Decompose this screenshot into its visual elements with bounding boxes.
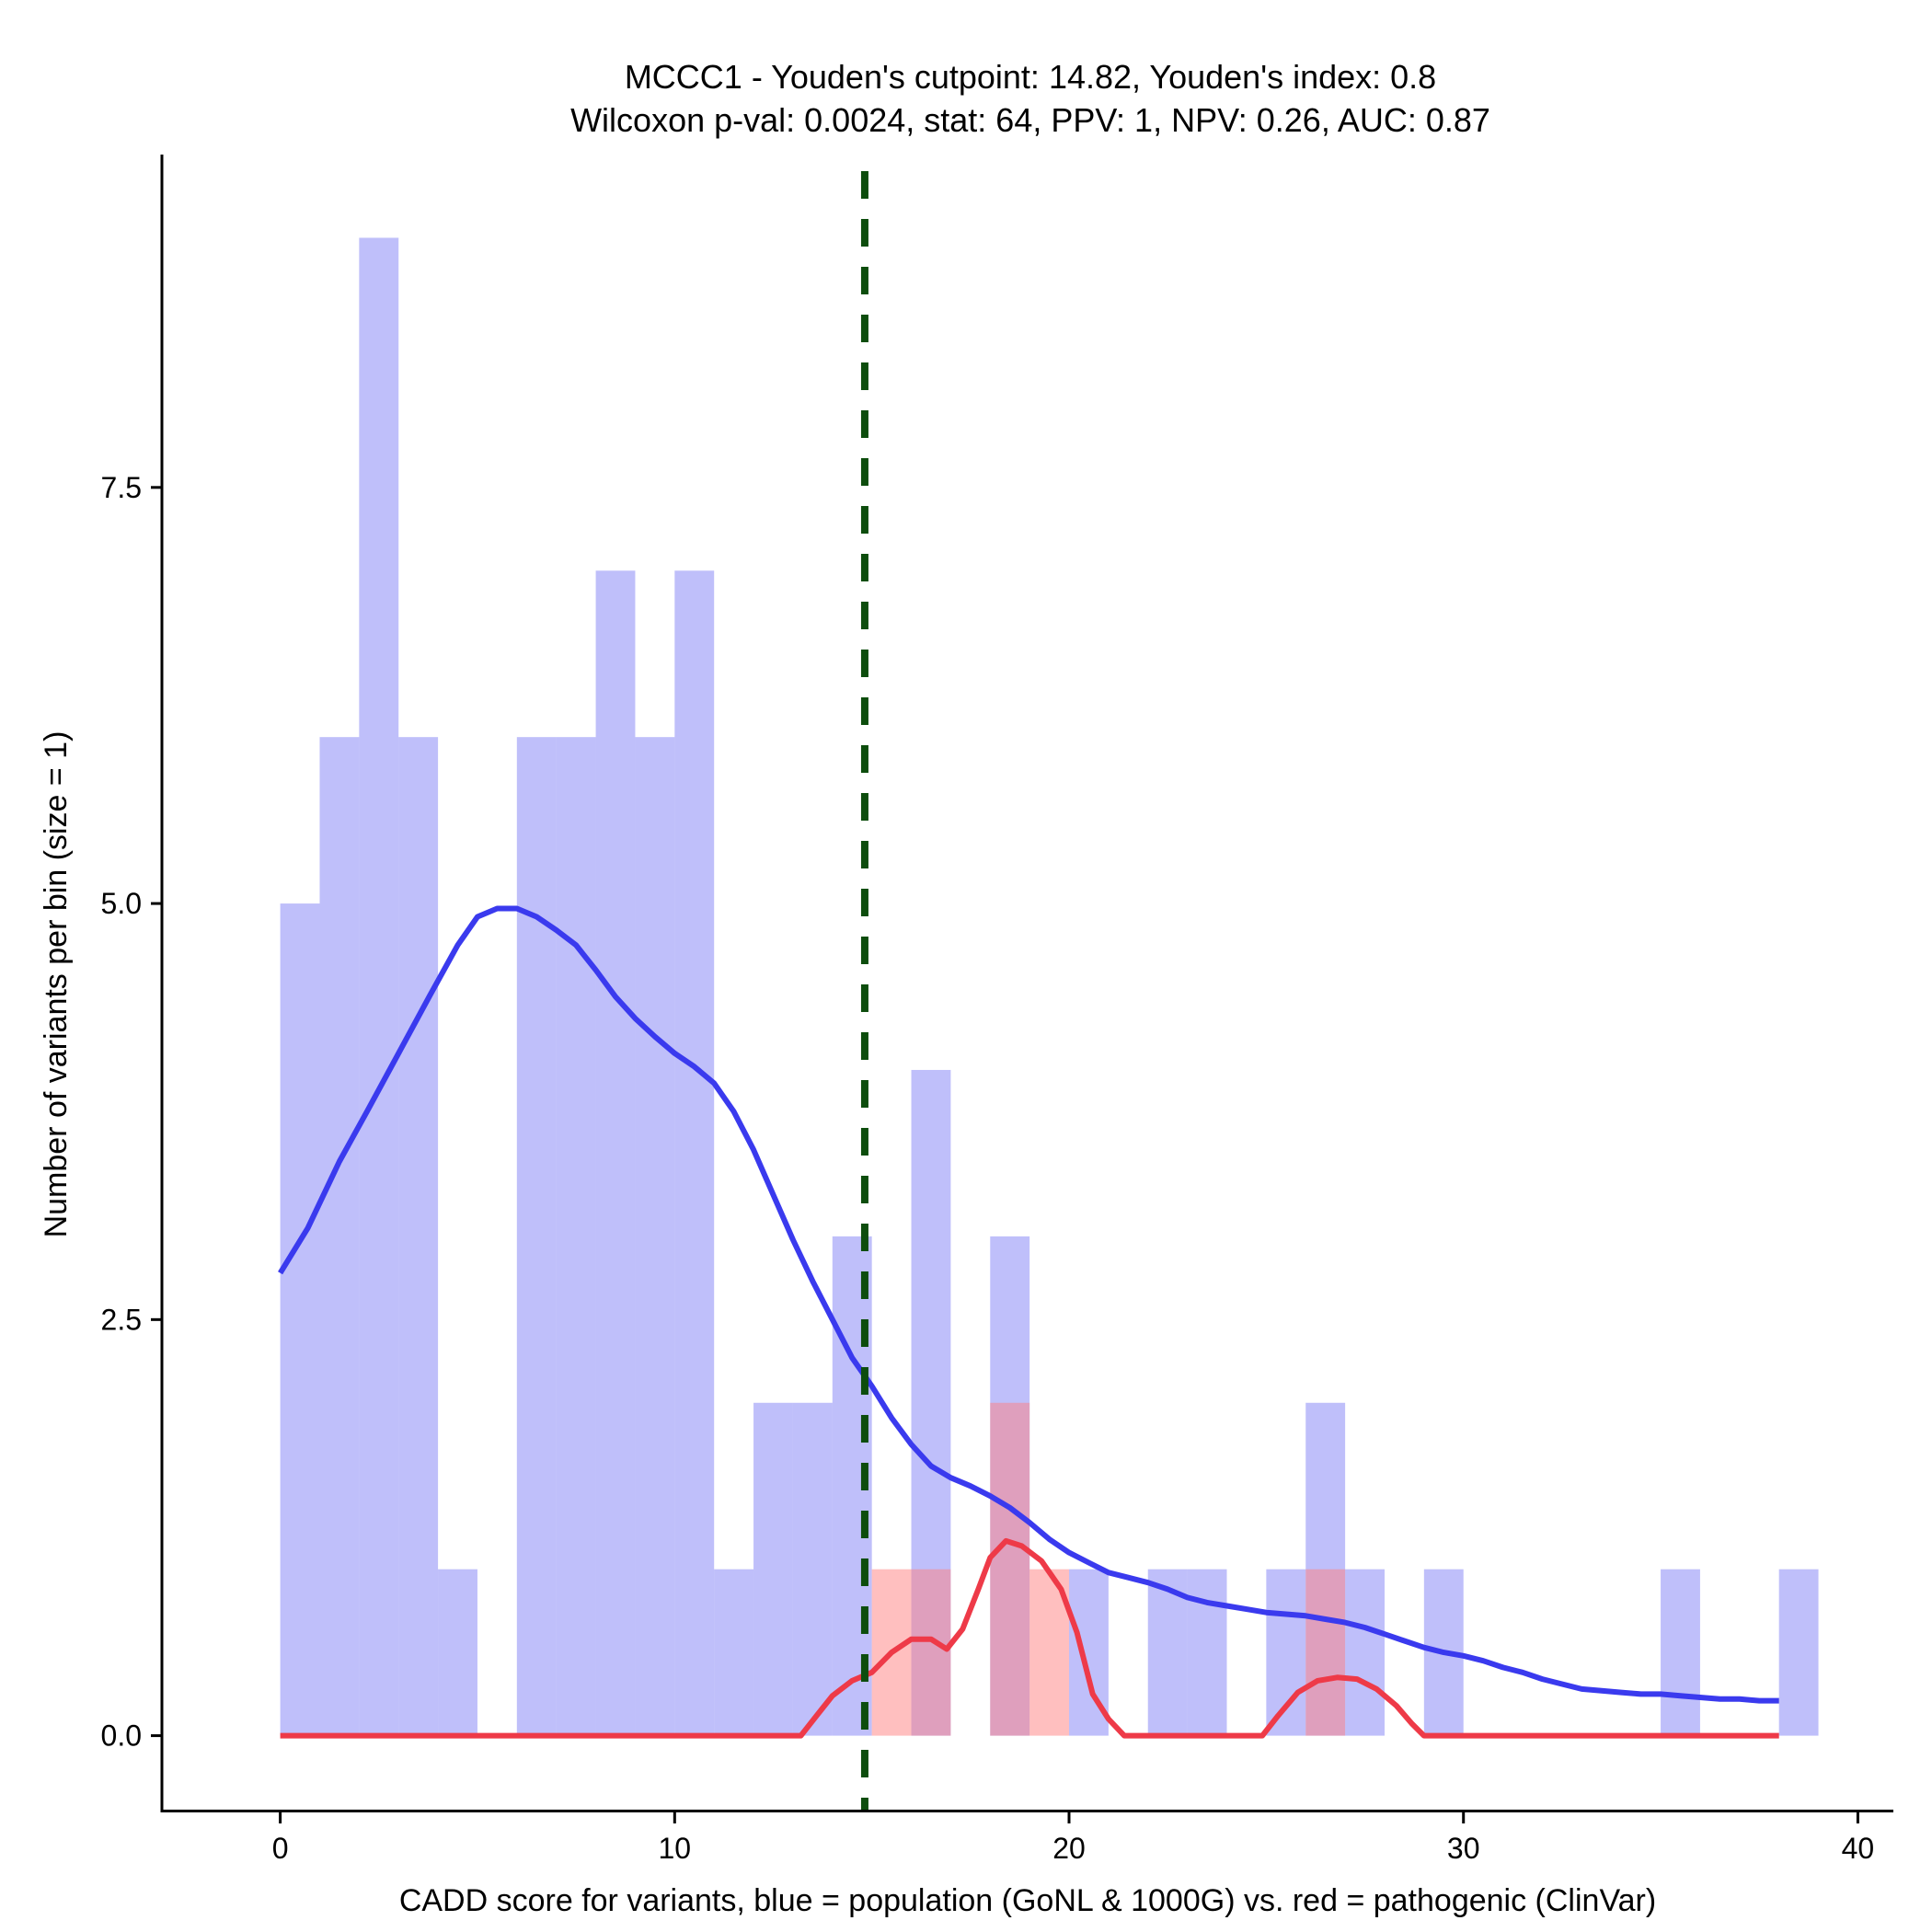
population-density-line — [278, 905, 1779, 1704]
population-bar-1 — [319, 737, 360, 1736]
y-tick-label: 7.5 — [101, 471, 142, 504]
population-bar-4 — [438, 1569, 477, 1736]
y-axis-title: Number of variants per bin (size = 1) — [39, 731, 74, 1238]
pathogenic-bar-16 — [911, 1569, 951, 1736]
population-bar-7 — [556, 737, 596, 1736]
histogram-bars — [280, 237, 1819, 1736]
chart-title: MCCC1 - Youden's cutpoint: 14.82, Youden… — [625, 58, 1436, 96]
population-bar-13 — [792, 1402, 833, 1736]
population-bar-8 — [595, 570, 636, 1736]
pathogenic-bar-18 — [990, 1402, 1030, 1736]
population-bar-2 — [359, 237, 399, 1736]
population-bar-9 — [635, 737, 675, 1736]
population-bar-35 — [1661, 1569, 1700, 1736]
population-bar-38 — [1778, 1569, 1819, 1736]
x-axis-title: CADD score for variants, blue = populati… — [399, 1883, 1656, 1918]
population-bar-10 — [674, 570, 715, 1736]
x-tick-label: 0 — [272, 1832, 289, 1865]
population-bar-25 — [1266, 1569, 1306, 1736]
x-tick-label: 40 — [1842, 1832, 1875, 1865]
chart-subtitle: Wilcoxon p-val: 0.0024, stat: 64, PPV: 1… — [570, 101, 1490, 139]
population-bar-27 — [1345, 1569, 1385, 1736]
x-tick-label: 30 — [1447, 1832, 1480, 1865]
population-bar-3 — [398, 737, 439, 1736]
population-bar-11 — [714, 1569, 754, 1736]
density-curves — [278, 905, 1779, 1739]
x-axis-ticks: 0 10 20 30 40 — [272, 1812, 1875, 1865]
pathogenic-density-line — [280, 1537, 1779, 1739]
x-tick-label: 10 — [659, 1832, 692, 1865]
y-tick-label: 2.5 — [101, 1303, 142, 1336]
population-bar-0 — [280, 903, 320, 1736]
pathogenic-bar-26 — [1305, 1569, 1346, 1736]
population-bar-12 — [753, 1402, 793, 1736]
population-bar-6 — [516, 737, 557, 1736]
x-tick-label: 20 — [1052, 1832, 1086, 1865]
y-tick-label: 5.0 — [101, 887, 142, 920]
y-axis-ticks: 0.0 2.5 5.0 7.5 — [101, 471, 162, 1753]
population-bar-23 — [1187, 1569, 1227, 1736]
y-tick-label: 0.0 — [101, 1719, 142, 1753]
